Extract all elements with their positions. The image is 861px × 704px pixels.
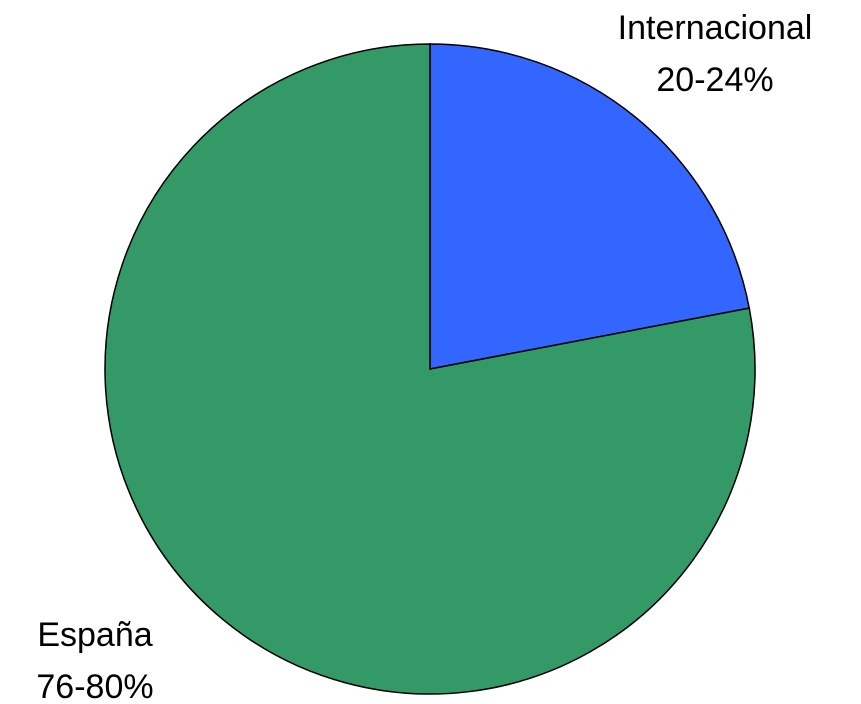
- pie-slice: [104, 43, 756, 695]
- pie-slice: [429, 43, 751, 370]
- slice-value-label: 20-24%: [656, 61, 773, 99]
- slice-label: Internacional: [618, 9, 813, 47]
- slice-value-label: 76-80%: [36, 668, 153, 704]
- slice-label: España: [37, 616, 152, 654]
